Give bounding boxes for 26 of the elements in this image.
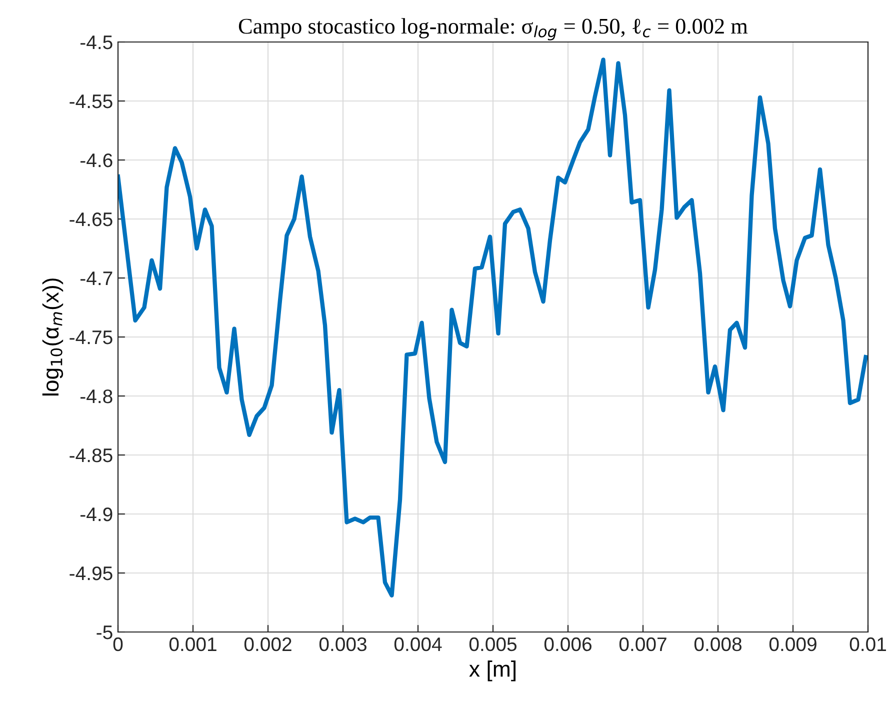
x-tick-label: 0.001 (169, 637, 216, 652)
y-tick-label: -4.75 (70, 330, 112, 344)
x-tick-label: 0.002 (244, 637, 292, 652)
y-tick-label: -4.7 (80, 272, 112, 286)
x-tick-label: 0.01 (850, 637, 886, 652)
y-tick-label: -4.55 (70, 94, 112, 108)
x-tick-label: 0.003 (319, 637, 366, 652)
x-tick-label: 0.006 (544, 637, 592, 652)
x-axis-title: x [m] (469, 660, 516, 682)
y-tick-label: -5 (96, 626, 112, 640)
x-tick-label: 0.007 (619, 637, 666, 652)
y-axis-title: log$_{10}$(α$_{m}$(x)) (42, 278, 64, 396)
x-tick-label: 0.005 (469, 637, 517, 652)
y-tick-label: -4.65 (70, 212, 112, 226)
y-tick-label: -4.6 (80, 153, 112, 168)
y-tick-label: -4.8 (80, 389, 112, 404)
y-tick-label: -4.9 (80, 507, 112, 522)
x-tick-label: 0.008 (694, 637, 742, 652)
x-tick-label: 0.009 (769, 637, 816, 652)
y-tick-label: -4.95 (70, 566, 112, 580)
line-series (118, 58, 868, 598)
x-tick-label: 0.004 (394, 637, 442, 652)
y-tick-label: -4.5 (80, 36, 112, 50)
chart-title: Campo stocastico log-normale: σ$_{log}$ = 0.50, ℓ$_{c}$ = 0.002 m (238, 18, 748, 40)
x-tick-label: 0 (113, 637, 123, 652)
y-tick-label: -4.85 (70, 448, 112, 462)
